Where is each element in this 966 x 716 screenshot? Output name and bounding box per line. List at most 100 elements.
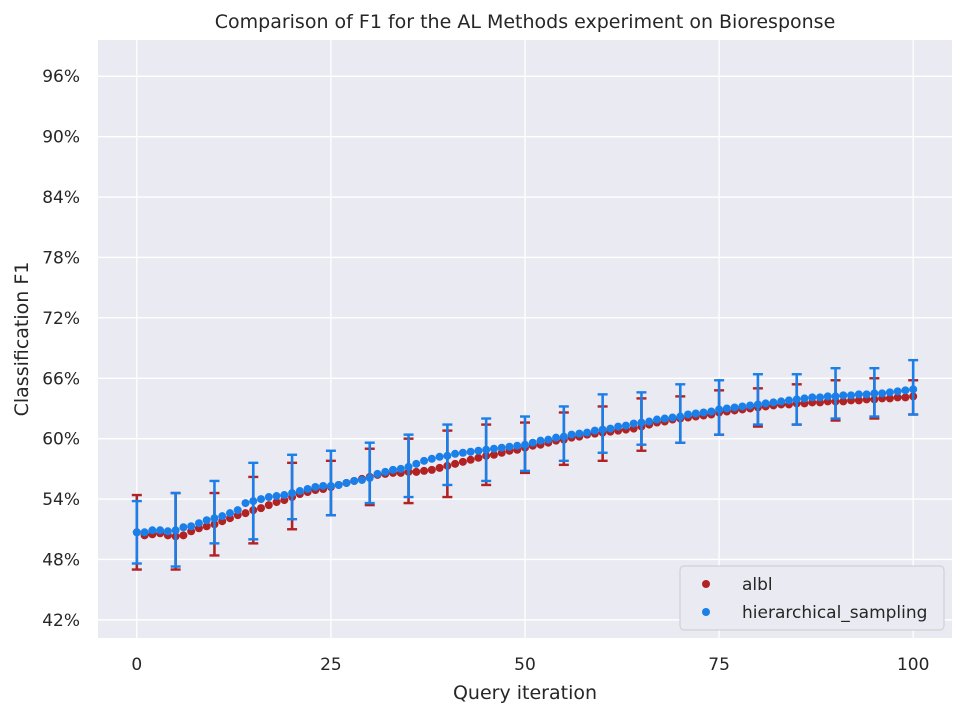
data-point (528, 438, 537, 447)
data-point (163, 527, 172, 536)
y-tick-label: 54% (42, 490, 80, 510)
y-tick-label: 66% (42, 369, 80, 389)
data-point (218, 512, 227, 521)
data-point (264, 501, 273, 510)
data-point (148, 526, 157, 535)
data-point (893, 387, 902, 396)
data-point (699, 408, 708, 417)
data-point (451, 449, 460, 458)
data-point (753, 400, 762, 409)
legend: albl hierarchical_sampling (679, 565, 945, 631)
y-tick-label: 48% (42, 550, 80, 570)
data-point (427, 465, 436, 474)
data-point (598, 425, 607, 434)
data-point (272, 498, 281, 507)
data-point (334, 480, 343, 489)
data-point (187, 522, 196, 531)
x-tick-labels: 0 25 50 75 100 (131, 655, 929, 675)
data-point (179, 523, 188, 532)
data-point (583, 428, 592, 437)
data-point (536, 436, 545, 445)
x-tick-label: 25 (320, 655, 342, 675)
data-point (885, 388, 894, 397)
data-point (606, 424, 615, 433)
data-point (823, 392, 832, 401)
data-point (544, 435, 553, 444)
data-point (140, 528, 149, 537)
data-point (878, 389, 887, 398)
x-axis-label: Query iteration (453, 682, 597, 704)
data-point (893, 393, 902, 402)
data-point (264, 493, 273, 502)
legend-box (679, 565, 945, 631)
x-tick-label: 75 (708, 655, 730, 675)
data-point (435, 463, 444, 472)
data-point (365, 473, 374, 482)
data-point (272, 492, 281, 501)
y-tick-label: 78% (42, 248, 80, 268)
data-point (458, 457, 467, 466)
data-point (816, 393, 825, 402)
y-tick-label: 96% (42, 67, 80, 87)
data-point (412, 459, 421, 468)
data-point (637, 418, 646, 427)
data-point (466, 447, 475, 456)
data-point (715, 405, 724, 414)
data-point (466, 455, 475, 464)
data-point (451, 459, 460, 468)
data-point (862, 390, 871, 399)
y-tick-label: 90% (42, 128, 80, 148)
data-point (777, 397, 786, 406)
data-point (784, 396, 793, 405)
data-point (202, 522, 211, 531)
data-point (257, 504, 266, 513)
data-point (559, 432, 568, 441)
data-point (901, 386, 910, 395)
data-point (311, 482, 320, 491)
data-point (839, 397, 848, 406)
data-point (342, 478, 351, 487)
legend-marker (702, 580, 710, 588)
y-tick-label: 72% (42, 309, 80, 329)
data-point (373, 469, 382, 478)
y-tick-label: 60% (42, 430, 80, 450)
data-point (482, 445, 491, 454)
data-point (746, 401, 755, 410)
data-point (295, 487, 304, 496)
data-point (614, 422, 623, 431)
data-point (707, 407, 716, 416)
data-point (326, 481, 335, 490)
data-point (404, 462, 413, 471)
data-point (427, 454, 436, 463)
data-point (288, 489, 297, 498)
x-tick-label: 0 (131, 655, 142, 675)
data-point (761, 399, 770, 408)
data-point (210, 514, 219, 523)
data-point (839, 391, 848, 400)
data-point (691, 409, 700, 418)
data-point (552, 433, 561, 442)
data-point (489, 450, 498, 459)
data-point (132, 528, 141, 537)
data-point (738, 402, 747, 411)
data-point (660, 414, 669, 423)
data-point (156, 526, 165, 535)
data-point (854, 396, 863, 405)
data-point (280, 491, 289, 500)
data-point (443, 451, 452, 460)
data-point (831, 392, 840, 401)
data-point (225, 509, 234, 518)
data-point (730, 403, 739, 412)
data-point (412, 467, 421, 476)
data-point (357, 475, 366, 484)
y-axis-label: Classification F1 (11, 262, 33, 417)
data-point (435, 452, 444, 461)
data-point (854, 390, 863, 399)
data-point (381, 467, 390, 476)
data-point (652, 415, 661, 424)
data-point (458, 448, 467, 457)
data-point (194, 519, 203, 528)
data-point (621, 421, 630, 430)
data-point (769, 398, 778, 407)
